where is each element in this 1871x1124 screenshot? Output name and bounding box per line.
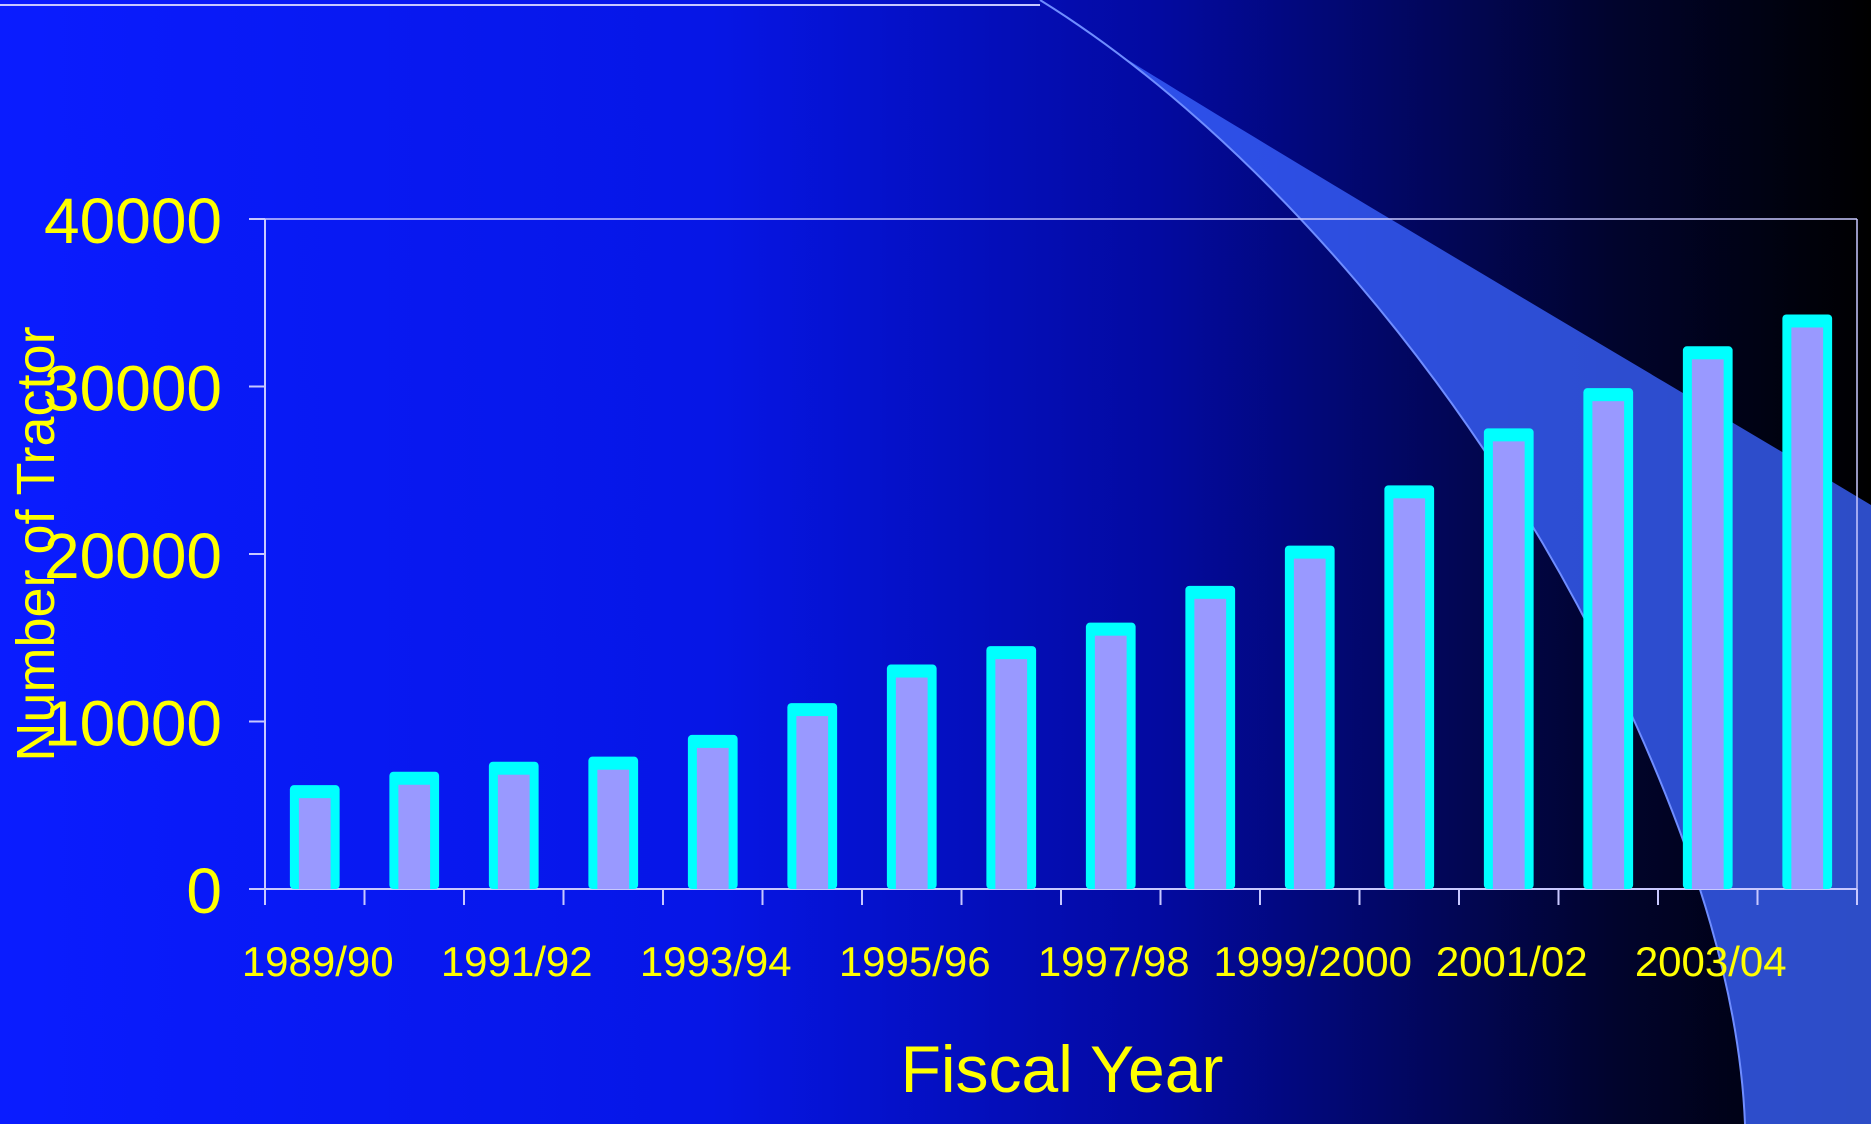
bar: [1483, 428, 1534, 889]
bar: [1085, 622, 1136, 889]
bar-fill: [597, 769, 630, 889]
y-tick-label: 20000: [44, 520, 222, 592]
bar: [687, 734, 738, 889]
swoosh-edge: [1039, 0, 1746, 1124]
x-tick-label: 2003/04: [1635, 938, 1787, 985]
bar-fill: [1592, 401, 1625, 889]
bar: [1384, 485, 1435, 889]
bar: [1284, 545, 1335, 889]
bars: [289, 314, 1833, 890]
x-axis-label: Fiscal Year: [901, 1032, 1224, 1106]
bar-chart: 0 10000 20000 30000 40000 1989/90 1991/92 1993…: [6, 185, 1858, 1106]
bar-fill: [796, 716, 829, 889]
bar-fill: [995, 659, 1028, 889]
bar-fill: [298, 798, 331, 889]
bar-fill: [398, 784, 431, 889]
bar: [289, 785, 340, 889]
x-axis-ticks: 1989/90 1991/92 1993/94 1995/96 1997/98 1999/…: [242, 889, 1858, 985]
bar: [1682, 346, 1733, 889]
bar: [986, 646, 1037, 889]
bar: [389, 771, 440, 889]
bar-fill: [497, 774, 530, 889]
bar: [488, 761, 539, 889]
bar-fill: [1691, 359, 1724, 889]
bar: [787, 703, 838, 889]
x-tick-label: 1991/92: [441, 938, 593, 985]
bar: [1782, 314, 1833, 890]
bar: [886, 664, 937, 889]
bar-fill: [1791, 327, 1824, 890]
bar-fill: [696, 747, 729, 889]
bar-fill: [1094, 635, 1127, 889]
x-tick-label: 1997/98: [1038, 938, 1190, 985]
bar-fill: [895, 677, 928, 889]
bar-fill: [1393, 498, 1426, 889]
x-tick-label: 1993/94: [640, 938, 792, 985]
bar: [1185, 585, 1236, 889]
x-tick-label: 2001/02: [1436, 938, 1588, 985]
y-tick-label: 10000: [44, 688, 222, 760]
y-tick-label: 0: [186, 855, 222, 927]
bar: [1583, 388, 1634, 889]
bar-fill: [1194, 598, 1227, 889]
y-tick-label: 30000: [44, 353, 222, 425]
bar-fill: [1293, 558, 1326, 889]
x-tick-label: 1989/90: [242, 938, 394, 985]
y-axis-label: Number of Tractor: [6, 326, 66, 761]
bar-fill: [1492, 441, 1525, 889]
x-tick-label: 1999/2000: [1213, 938, 1412, 985]
x-tick-label: 1995/96: [839, 938, 991, 985]
bar: [588, 756, 639, 889]
y-axis-ticks: 0 10000 20000 30000 40000: [44, 185, 265, 927]
y-tick-label: 40000: [44, 185, 222, 257]
